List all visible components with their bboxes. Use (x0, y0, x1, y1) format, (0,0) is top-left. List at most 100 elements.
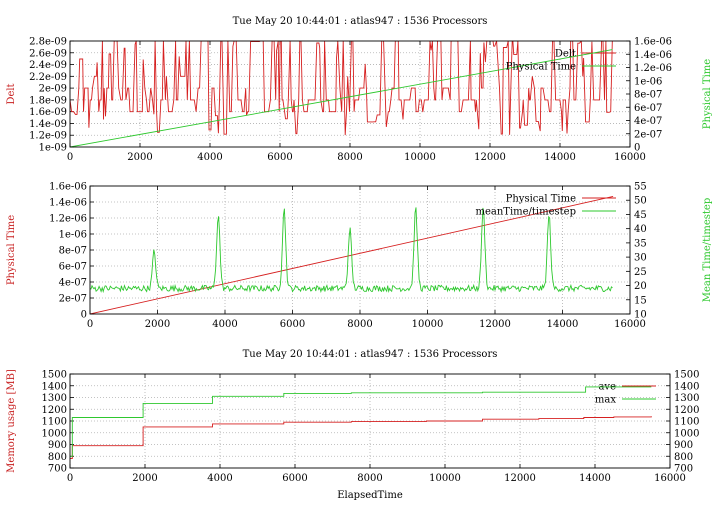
x-tick-label: 4000 (207, 473, 232, 484)
y-tick-label: 2.6e-09 (29, 48, 67, 59)
grid-1 (90, 186, 630, 314)
y-tick-label: 1500 (42, 370, 67, 381)
y2-tick-label: 10 (634, 310, 647, 321)
y-tick-label: 1200 (42, 405, 67, 416)
y-tick-label: 800 (48, 452, 67, 463)
y-tick-label: 1e-09 (39, 143, 67, 154)
y2-tick-label: 8e-07 (634, 90, 662, 101)
y-tick-label: 1400 (42, 381, 67, 392)
y2-tick-label: 20 (634, 281, 647, 292)
x-tick-label: 8000 (357, 473, 382, 484)
y2-tick-label: 1400 (674, 381, 699, 392)
x-tick-label: 6000 (280, 319, 305, 330)
y2-axis-label: Physical Time (702, 59, 713, 129)
series-line-meantime-timestep (90, 207, 613, 294)
y-tick-label: 6e-07 (59, 262, 87, 273)
x-tick-label: 2000 (132, 473, 157, 484)
y2-tick-label: 1100 (674, 417, 699, 428)
y2-tick-label: 50 (634, 196, 647, 207)
x-tick-label: 2000 (145, 319, 170, 330)
y-tick-label: 1.4e-09 (29, 119, 67, 130)
y2-tick-label: 15 (634, 295, 647, 306)
y-tick-label: 1.6e-06 (49, 182, 87, 193)
y-tick-label: 2e-09 (39, 84, 67, 95)
x-tick-label: 4000 (212, 319, 237, 330)
y-tick-label: 1300 (42, 393, 67, 404)
series-line-delt (70, 41, 613, 136)
y-tick-label: 1e-06 (59, 230, 87, 241)
legend-label: Physical Time (506, 62, 576, 73)
chart-title: Tue May 20 10:44:01 : atlas947 : 1536 Pr… (243, 349, 498, 360)
y-tick-label: 700 (48, 464, 67, 475)
x-tick-label: 16000 (614, 152, 646, 163)
y2-tick-label: 1300 (674, 393, 699, 404)
y2-tick-label: 2e-07 (634, 129, 662, 140)
y2-tick-label: 1200 (674, 405, 699, 416)
y2-tick-label: 25 (634, 267, 647, 278)
y2-tick-label: 40 (634, 224, 647, 235)
series-line-ave (70, 416, 652, 460)
x-tick-label: 12000 (479, 319, 511, 330)
y-tick-label: 8e-07 (59, 246, 87, 257)
legend-label: Physical Time (506, 194, 576, 205)
y2-tick-label: 0 (634, 143, 640, 154)
y-tick-label: 1.2e-06 (49, 214, 87, 225)
plot-frame-1 (89, 185, 631, 315)
y2-tick-label: 900 (674, 440, 693, 451)
x-tick-label: 16000 (654, 473, 686, 484)
x-tick-label: 10000 (404, 152, 436, 163)
y-tick-label: 1000 (42, 428, 67, 439)
y-axis-label: Delt (6, 83, 17, 104)
series-line-physical-time (70, 49, 613, 147)
plot-frame-0 (69, 40, 631, 148)
x-axis-label: ElapsedTime (337, 490, 403, 501)
x-tick-label: 6000 (267, 152, 292, 163)
y2-tick-label: 1500 (674, 370, 699, 381)
x-tick-label: 0 (87, 319, 93, 330)
legend-label: max (595, 395, 616, 406)
y-tick-label: 1100 (42, 417, 67, 428)
x-tick-label: 4000 (197, 152, 222, 163)
y-axis-label: Physical Time (6, 215, 17, 285)
y-tick-label: 4e-07 (59, 278, 87, 289)
x-tick-label: 0 (67, 152, 73, 163)
y2-tick-label: 1e-06 (634, 76, 662, 87)
x-tick-label: 10000 (429, 473, 461, 484)
y2-tick-label: 6e-07 (634, 103, 662, 114)
y2-tick-label: 1.4e-06 (634, 50, 672, 61)
y-tick-label: 0 (81, 310, 87, 321)
y-tick-label: 1.2e-09 (29, 131, 67, 142)
series-line-max (70, 386, 652, 457)
x-tick-label: 2000 (127, 152, 152, 163)
y-tick-label: 1.6e-09 (29, 107, 67, 118)
x-tick-label: 0 (67, 473, 73, 484)
y2-tick-label: 45 (634, 210, 647, 221)
y2-axis-label: Mean Time/timestep (702, 198, 713, 302)
chart-title: Tue May 20 10:44:01 : atlas947 : 1536 Pr… (233, 16, 488, 27)
y-axis-label: Memory usage [MB] (6, 369, 17, 473)
x-tick-label: 8000 (337, 152, 362, 163)
y2-tick-label: 55 (634, 182, 647, 193)
legend-label: meanTime/timestep (475, 207, 576, 218)
x-tick-label: 10000 (412, 319, 444, 330)
y2-tick-label: 4e-07 (634, 116, 662, 127)
y-tick-label: 2.4e-09 (29, 60, 67, 71)
x-tick-label: 12000 (474, 152, 506, 163)
x-tick-label: 8000 (347, 319, 372, 330)
y-tick-label: 1.8e-09 (29, 95, 67, 106)
x-tick-label: 14000 (547, 319, 579, 330)
y2-tick-label: 700 (674, 464, 693, 475)
y2-tick-label: 1.2e-06 (634, 63, 672, 74)
x-tick-label: 14000 (544, 152, 576, 163)
grid-2 (70, 374, 670, 468)
x-tick-label: 16000 (614, 319, 646, 330)
y2-tick-label: 30 (634, 253, 647, 264)
y-tick-label: 900 (48, 440, 67, 451)
x-tick-label: 12000 (504, 473, 536, 484)
y2-tick-label: 800 (674, 452, 693, 463)
x-tick-label: 6000 (282, 473, 307, 484)
y2-tick-label: 35 (634, 238, 647, 249)
y2-tick-label: 1000 (674, 428, 699, 439)
